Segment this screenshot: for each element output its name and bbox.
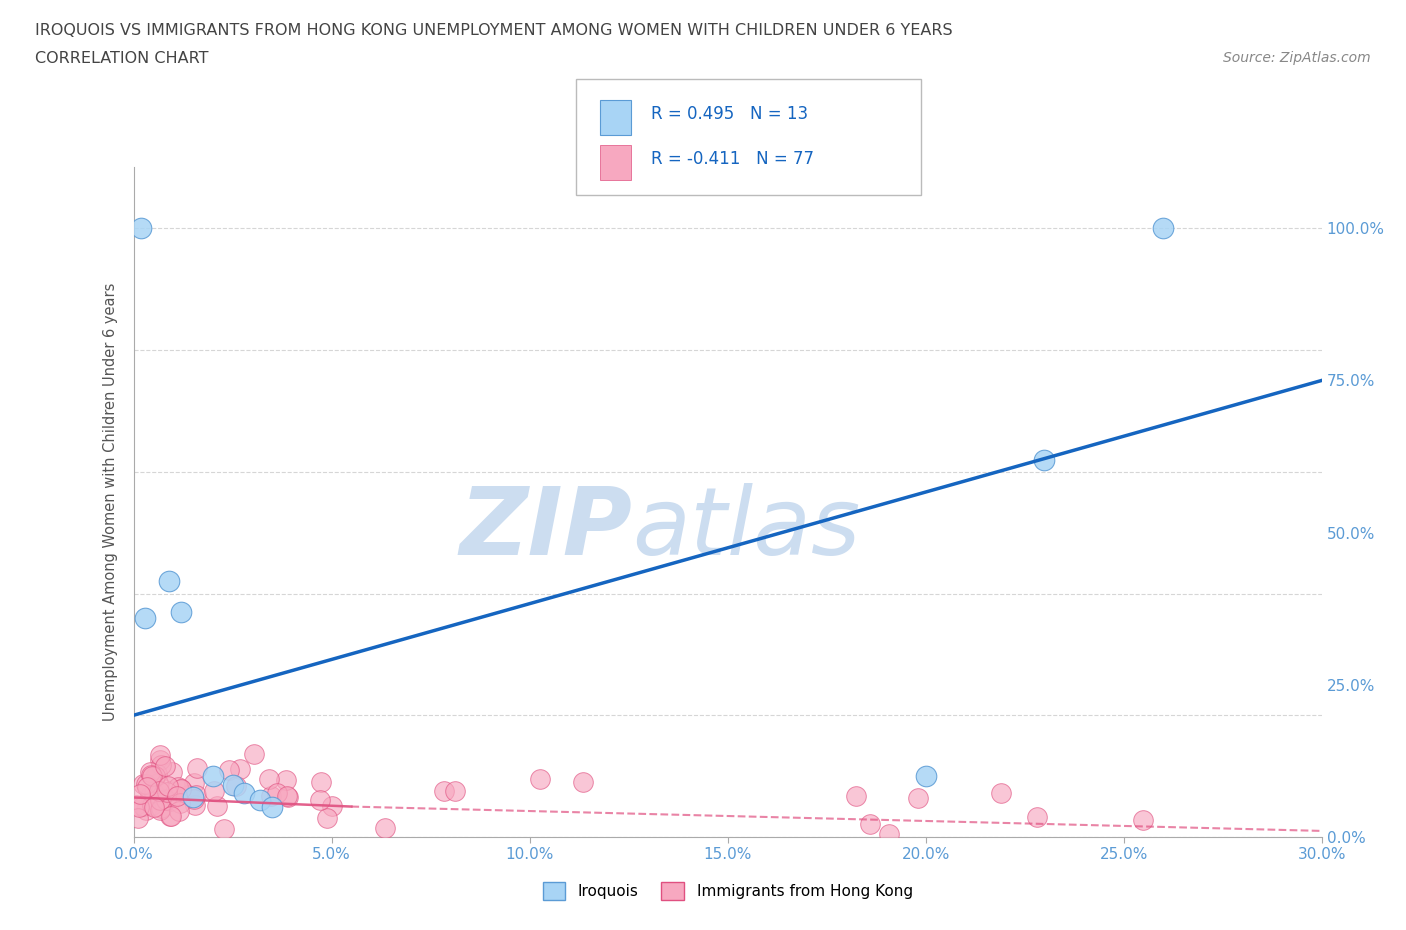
Point <box>990 786 1012 801</box>
Point <box>1152 220 1174 235</box>
Point <box>132 777 155 791</box>
Point <box>139 764 162 779</box>
Point <box>276 789 298 804</box>
Point <box>141 767 163 782</box>
Point <box>266 785 288 800</box>
Point <box>1033 452 1056 467</box>
Point <box>150 757 173 772</box>
Text: ZIP: ZIP <box>460 483 633 575</box>
Point <box>572 775 595 790</box>
Text: R = -0.411   N = 77: R = -0.411 N = 77 <box>651 150 814 167</box>
Point <box>153 759 176 774</box>
Point <box>155 792 177 807</box>
Text: Source: ZipAtlas.com: Source: ZipAtlas.com <box>1223 51 1371 65</box>
Point <box>141 798 163 813</box>
Point <box>148 783 170 798</box>
Point <box>167 779 190 794</box>
Point <box>529 772 551 787</box>
Point <box>845 789 868 804</box>
Point <box>249 793 271 808</box>
Legend: Iroquois, Immigrants from Hong Kong: Iroquois, Immigrants from Hong Kong <box>537 875 918 907</box>
Point <box>877 827 900 842</box>
Point <box>167 804 190 818</box>
Point <box>914 769 936 784</box>
Point <box>166 789 188 804</box>
Point <box>243 747 266 762</box>
Text: IROQUOIS VS IMMIGRANTS FROM HONG KONG UNEMPLOYMENT AMONG WOMEN WITH CHILDREN UND: IROQUOIS VS IMMIGRANTS FROM HONG KONG UN… <box>35 23 953 38</box>
Point <box>134 610 156 625</box>
Point <box>146 776 169 790</box>
Point <box>262 799 284 814</box>
Point <box>149 753 172 768</box>
Point <box>321 799 343 814</box>
Point <box>433 783 456 798</box>
Point <box>157 574 180 589</box>
Point <box>202 783 225 798</box>
Point <box>143 768 166 783</box>
Point <box>125 797 148 812</box>
Point <box>184 788 207 803</box>
Point <box>177 788 200 803</box>
Point <box>159 794 181 809</box>
Point <box>141 768 163 783</box>
Text: atlas: atlas <box>633 484 860 575</box>
Point <box>233 786 256 801</box>
Point <box>221 777 243 792</box>
Point <box>157 778 180 793</box>
Point <box>907 790 929 805</box>
Point <box>169 796 191 811</box>
Point <box>201 769 224 784</box>
Point <box>132 798 155 813</box>
Point <box>153 791 176 806</box>
Point <box>149 792 172 807</box>
Point <box>142 785 165 800</box>
Point <box>135 803 157 817</box>
Point <box>225 778 247 793</box>
Point <box>136 779 159 794</box>
Point <box>149 801 172 816</box>
Point <box>184 797 207 812</box>
Point <box>156 784 179 799</box>
Point <box>149 748 172 763</box>
Point <box>186 761 208 776</box>
Point <box>170 604 193 619</box>
Point <box>170 781 193 796</box>
Text: R = 0.495   N = 13: R = 0.495 N = 13 <box>651 105 808 123</box>
Point <box>274 772 297 787</box>
Point <box>138 788 160 803</box>
Point <box>135 777 157 791</box>
Point <box>170 782 193 797</box>
Point <box>259 771 281 786</box>
Point <box>1132 812 1154 827</box>
Point <box>1025 810 1047 825</box>
Point <box>146 767 169 782</box>
Point <box>229 761 252 776</box>
Point <box>374 820 396 835</box>
Text: CORRELATION CHART: CORRELATION CHART <box>35 51 208 66</box>
Point <box>159 809 181 824</box>
Point <box>218 763 240 777</box>
Point <box>179 789 201 804</box>
Point <box>128 800 150 815</box>
Point <box>183 776 205 790</box>
Point <box>160 764 183 779</box>
Point <box>160 808 183 823</box>
Point <box>443 783 465 798</box>
Point <box>260 789 283 804</box>
Point <box>127 810 149 825</box>
Y-axis label: Unemployment Among Women with Children Under 6 years: Unemployment Among Women with Children U… <box>103 283 118 722</box>
Point <box>859 817 882 831</box>
Point <box>142 800 165 815</box>
Point <box>309 792 332 807</box>
Point <box>131 220 153 235</box>
Point <box>277 790 299 804</box>
Point <box>315 811 337 826</box>
Point <box>205 799 228 814</box>
Point <box>311 775 333 790</box>
Point <box>149 803 172 817</box>
Point <box>212 822 235 837</box>
Point <box>181 790 204 804</box>
Point <box>128 786 150 801</box>
Point <box>183 791 205 806</box>
